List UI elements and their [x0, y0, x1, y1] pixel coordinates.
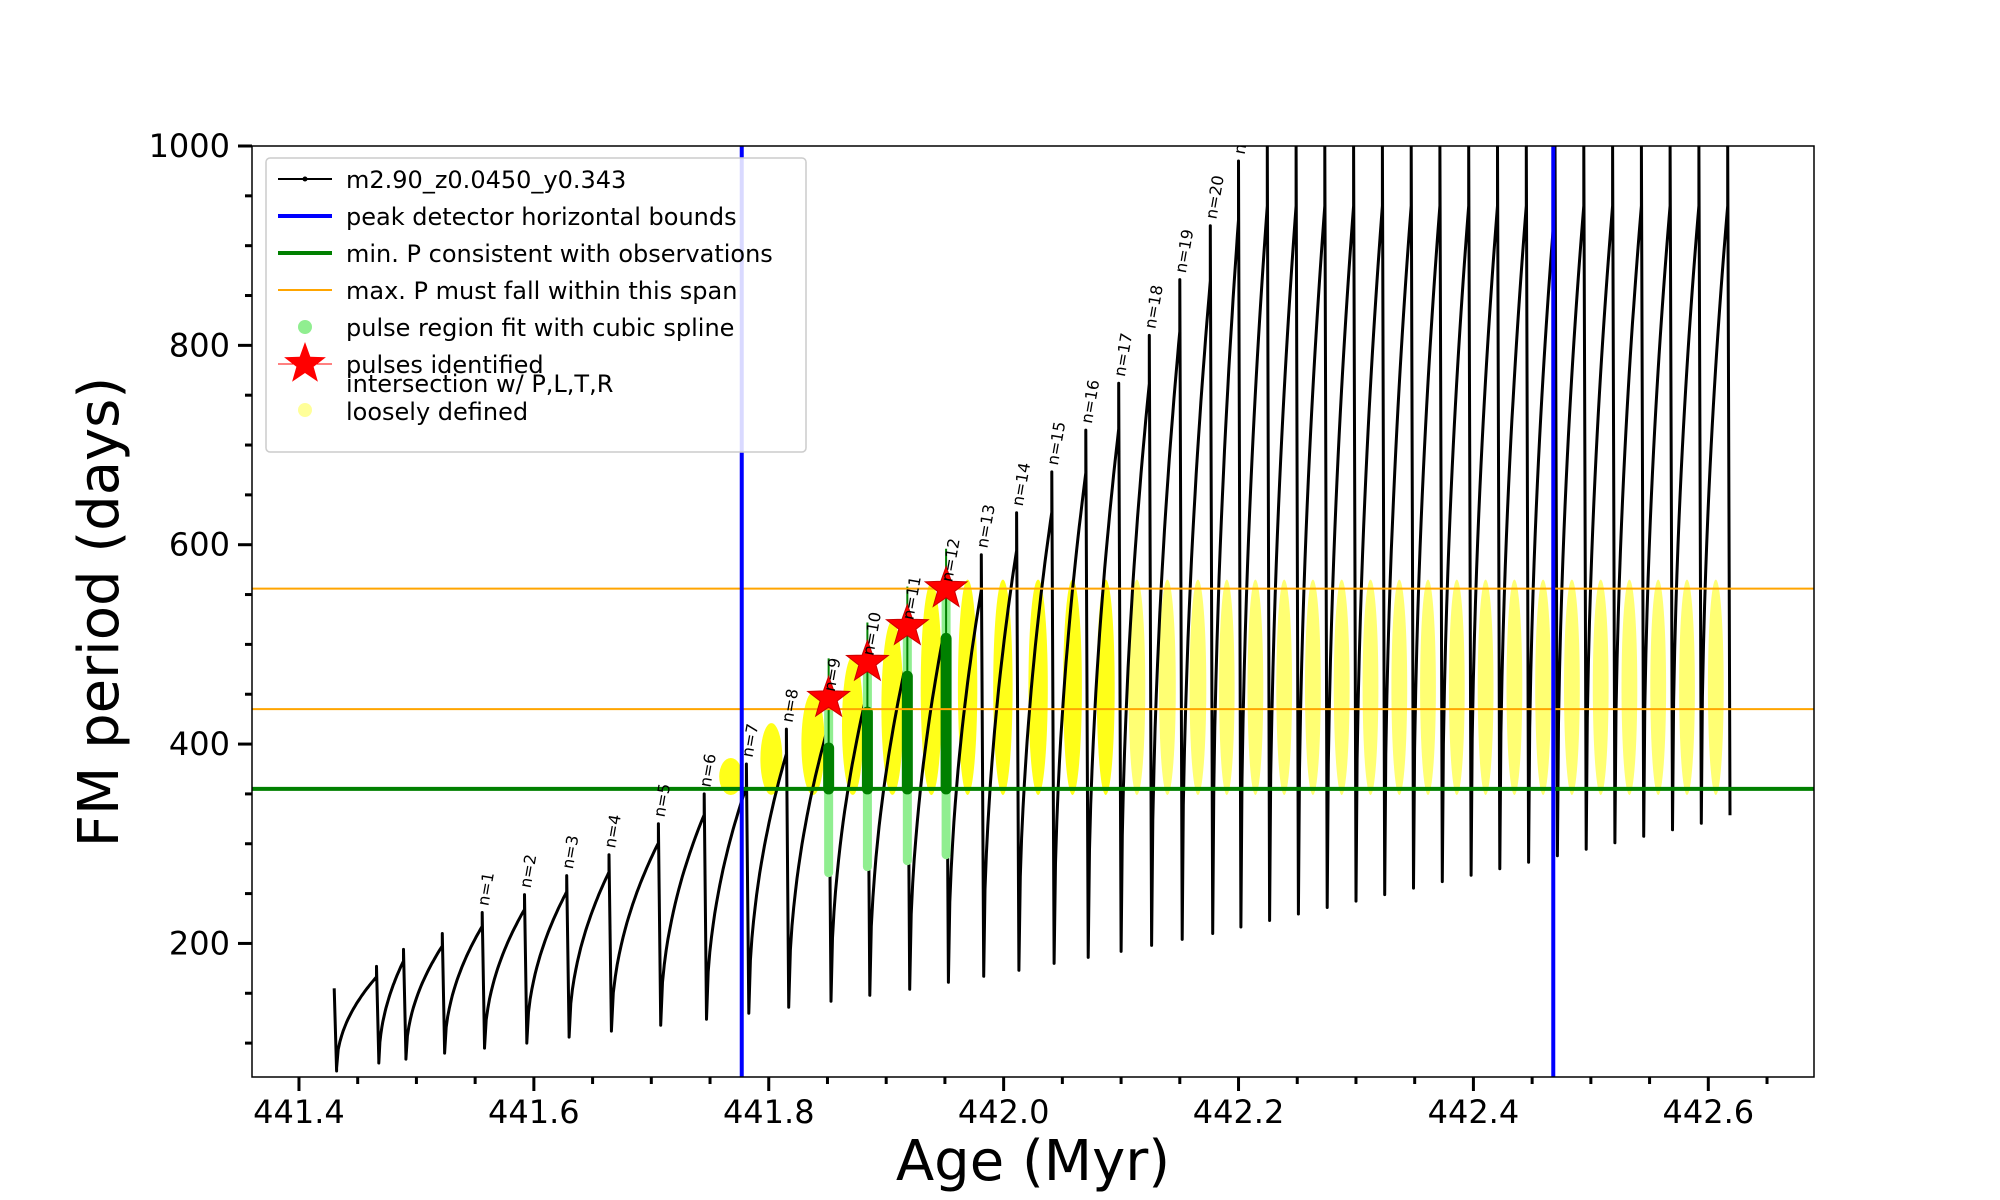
legend-label: m2.90_z0.0450_y0.343 — [346, 166, 626, 194]
y-tick-label: 800 — [169, 326, 230, 364]
legend-label: max. P must fall within this span — [346, 277, 737, 305]
legend-box — [265, 157, 807, 453]
intersection-blob — [1189, 579, 1207, 795]
plot-frame — [251, 145, 1815, 1078]
x-tick-label: 441.6 — [488, 1093, 580, 1131]
intersection-blob — [1362, 579, 1379, 795]
legend-label: loosely defined — [346, 398, 528, 426]
intersection-blob — [1679, 579, 1695, 795]
pulse-star-marker — [845, 638, 890, 682]
pulse-star-marker — [884, 603, 930, 646]
y-tick-label: 200 — [169, 924, 230, 962]
intersection-blob — [1219, 579, 1235, 795]
intersection-blob — [1333, 579, 1350, 795]
intersection-blob — [801, 692, 825, 795]
x-tick-label: 442.0 — [958, 1093, 1050, 1131]
intersection-blob — [1448, 579, 1465, 795]
x-tick-label: 441.8 — [723, 1093, 815, 1131]
intersection-blob — [1477, 579, 1494, 795]
x-axis-title: Age (Myr) — [896, 1129, 1170, 1194]
intersection-blob — [1276, 579, 1293, 795]
legend-swatch-star — [284, 342, 326, 382]
x-tick-label: 442.6 — [1662, 1093, 1754, 1131]
y-axis-title: FM period (days) — [67, 377, 132, 847]
intersection-blob — [881, 620, 904, 795]
period-curve — [332, 146, 1732, 1073]
intersection-blob — [1128, 579, 1146, 795]
intersection-blob — [993, 579, 1013, 795]
legend-label: intersection w/ P,L,T,R — [346, 370, 613, 398]
y-tick-label: 400 — [169, 725, 230, 763]
legend-label: pulse region fit with cubic spline — [346, 314, 734, 342]
legend-label: min. P consistent with observations — [346, 240, 773, 268]
pulse-star-marker — [806, 674, 852, 718]
legend-swatch-dot — [298, 320, 312, 334]
intersection-blob — [1247, 579, 1264, 795]
intersection-blob — [1391, 579, 1408, 795]
pulse-label: n=21 — [1230, 109, 1256, 156]
intersection-blob — [1028, 579, 1048, 795]
intersection-blob — [1159, 579, 1176, 795]
legend-label: peak detector horizontal bounds — [346, 203, 737, 231]
intersection-blob — [1063, 579, 1082, 795]
legend-label: pulses identified — [346, 351, 544, 379]
y-tick-label: 600 — [169, 526, 230, 564]
axes: 441.4 441.6 441.8 442.0 442.2 442.4 442.6 200 40… — [149, 127, 1769, 1131]
intersection-blob — [1650, 579, 1667, 795]
intersection-blob — [1096, 579, 1115, 795]
intersection-blob — [1506, 579, 1523, 795]
intersection-blob — [760, 723, 783, 795]
x-tick-label: 441.4 — [253, 1093, 345, 1131]
legend-swatch-marker — [302, 176, 308, 182]
pulse-star-marker — [923, 565, 969, 608]
legend-swatch-dot — [298, 403, 312, 417]
x-tick-label: 442.4 — [1428, 1093, 1520, 1131]
intersection-blob — [719, 758, 743, 795]
plot-area: n=1 n=2n=3n=4n=5n=6n=7n=8n=9n=10n=11n=12n… — [252, 109, 1814, 1077]
intersection-blob — [1707, 579, 1724, 795]
intersection-blob — [1305, 579, 1321, 795]
intersection-blob — [1535, 579, 1551, 795]
intersection-blob — [1420, 579, 1436, 795]
intersection-blob — [1621, 579, 1638, 795]
x-tick-label: 442.2 — [1193, 1093, 1285, 1131]
intersection-blob — [1564, 579, 1580, 795]
y-tick-label: 1000 — [149, 127, 230, 165]
intersection-blob — [1592, 579, 1609, 795]
